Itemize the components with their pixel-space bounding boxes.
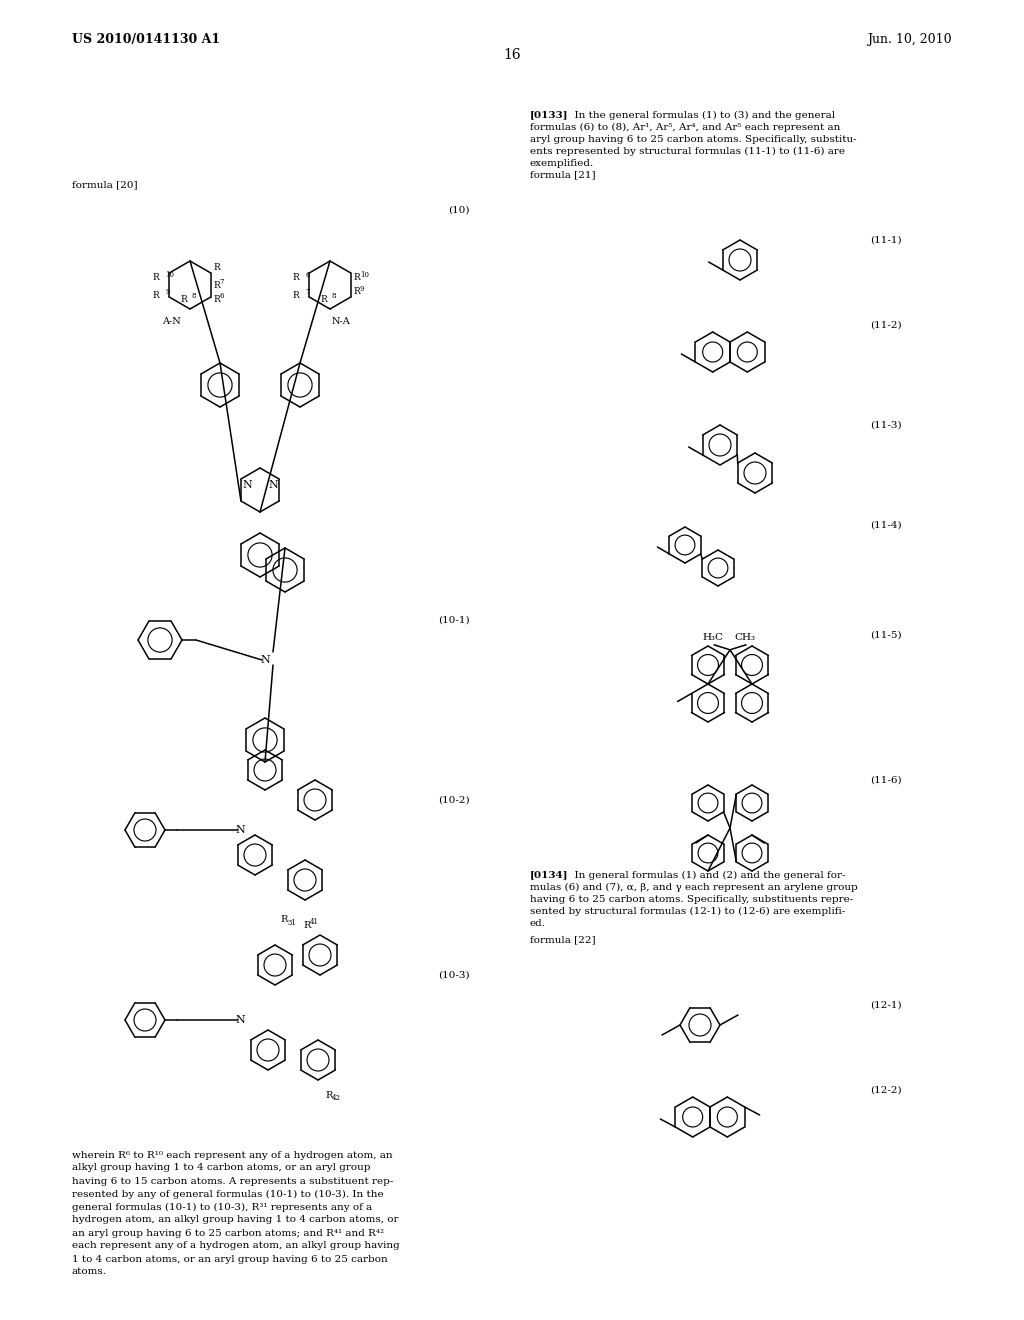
Text: N: N [236,825,245,836]
Text: 1 to 4 carbon atoms, or an aryl group having 6 to 25 carbon: 1 to 4 carbon atoms, or an aryl group ha… [72,1254,388,1263]
Text: resented by any of general formulas (10-1) to (10-3). In the: resented by any of general formulas (10-… [72,1189,384,1199]
Text: having 6 to 15 carbon atoms. A represents a substituent rep-: having 6 to 15 carbon atoms. A represent… [72,1176,393,1185]
Text: R: R [303,920,310,929]
Text: R: R [280,916,288,924]
Text: R: R [325,1090,333,1100]
Text: (12-2): (12-2) [870,1085,901,1094]
Text: N: N [268,480,278,490]
Text: R: R [353,288,360,297]
Text: (11-4): (11-4) [870,520,901,529]
Text: 6: 6 [220,292,224,300]
Text: In the general formulas (1) to (3) and the general: In the general formulas (1) to (3) and t… [568,111,836,120]
Text: 10: 10 [359,271,369,279]
Text: [0133]: [0133] [530,111,568,120]
Text: alkyl group having 1 to 4 carbon atoms, or an aryl group: alkyl group having 1 to 4 carbon atoms, … [72,1163,371,1172]
Text: 41: 41 [310,917,319,927]
Text: 42: 42 [332,1094,341,1102]
Text: formula [22]: formula [22] [530,936,596,945]
Text: 6: 6 [305,271,309,279]
Text: each represent any of a hydrogen atom, an alkyl group having: each represent any of a hydrogen atom, a… [72,1242,399,1250]
Text: hydrogen atom, an alkyl group having 1 to 4 carbon atoms, or: hydrogen atom, an alkyl group having 1 t… [72,1216,398,1225]
Text: CH₃: CH₃ [734,634,755,643]
Text: 7: 7 [305,288,309,296]
Text: exemplified.: exemplified. [530,158,594,168]
Text: mulas (6) and (7), α, β, and γ each represent an arylene group: mulas (6) and (7), α, β, and γ each repr… [530,883,858,891]
Text: Jun. 10, 2010: Jun. 10, 2010 [867,33,952,46]
Text: R: R [293,273,299,282]
Text: formula [20]: formula [20] [72,181,137,190]
Text: aryl group having 6 to 25 carbon atoms. Specifically, substitu-: aryl group having 6 to 25 carbon atoms. … [530,135,857,144]
Text: (11-3): (11-3) [870,421,901,429]
Text: (11-5): (11-5) [870,631,901,639]
Text: R: R [321,294,327,304]
Text: N-A: N-A [332,317,351,326]
Text: formulas (6) to (8), Ar¹, Ar⁵, Ar⁴, and Ar⁵ each represent an: formulas (6) to (8), Ar¹, Ar⁵, Ar⁴, and … [530,123,841,132]
Text: R: R [153,273,159,282]
Text: US 2010/0141130 A1: US 2010/0141130 A1 [72,33,220,46]
Text: (12-1): (12-1) [870,1001,901,1010]
Text: 8: 8 [193,292,197,300]
Text: (10): (10) [449,206,470,214]
Text: R: R [214,294,220,304]
Text: N: N [260,655,270,665]
Text: R: R [180,294,187,304]
Text: R: R [214,281,220,289]
Text: (11-6): (11-6) [870,776,901,784]
Text: R: R [353,273,360,282]
Text: R: R [214,264,220,272]
Text: (10-3): (10-3) [438,970,470,979]
Text: (11-2): (11-2) [870,321,901,330]
Text: sented by structural formulas (12-1) to (12-6) are exemplifi-: sented by structural formulas (12-1) to … [530,907,845,916]
Text: A-N: A-N [162,317,181,326]
Text: (11-1): (11-1) [870,235,901,244]
Text: formula [21]: formula [21] [530,170,596,180]
Text: general formulas (10-1) to (10-3), R³¹ represents any of a: general formulas (10-1) to (10-3), R³¹ r… [72,1203,373,1212]
Text: (10-2): (10-2) [438,796,470,804]
Text: N: N [236,1015,245,1026]
Text: 7: 7 [220,279,224,286]
Text: an aryl group having 6 to 25 carbon atoms; and R⁴¹ and R⁴²: an aryl group having 6 to 25 carbon atom… [72,1229,384,1238]
Text: H₃C: H₃C [702,634,723,643]
Text: atoms.: atoms. [72,1267,106,1276]
Text: [0134]: [0134] [530,870,568,879]
Text: wherein R⁶ to R¹⁰ each represent any of a hydrogen atom, an: wherein R⁶ to R¹⁰ each represent any of … [72,1151,392,1159]
Text: 31: 31 [287,919,296,927]
Text: 8: 8 [332,292,337,300]
Text: R: R [153,290,159,300]
Text: having 6 to 25 carbon atoms. Specifically, substituents repre-: having 6 to 25 carbon atoms. Specificall… [530,895,853,903]
Text: 16: 16 [503,48,521,62]
Text: ed.: ed. [530,919,546,928]
Text: N: N [242,480,252,490]
Text: 10: 10 [165,271,174,279]
Text: R: R [293,290,299,300]
Text: ents represented by structural formulas (11-1) to (11-6) are: ents represented by structural formulas … [530,147,845,156]
Text: 9: 9 [165,288,170,296]
Text: 9: 9 [359,285,365,293]
Text: (10-1): (10-1) [438,615,470,624]
Text: In general formulas (1) and (2) and the general for-: In general formulas (1) and (2) and the … [568,870,846,879]
